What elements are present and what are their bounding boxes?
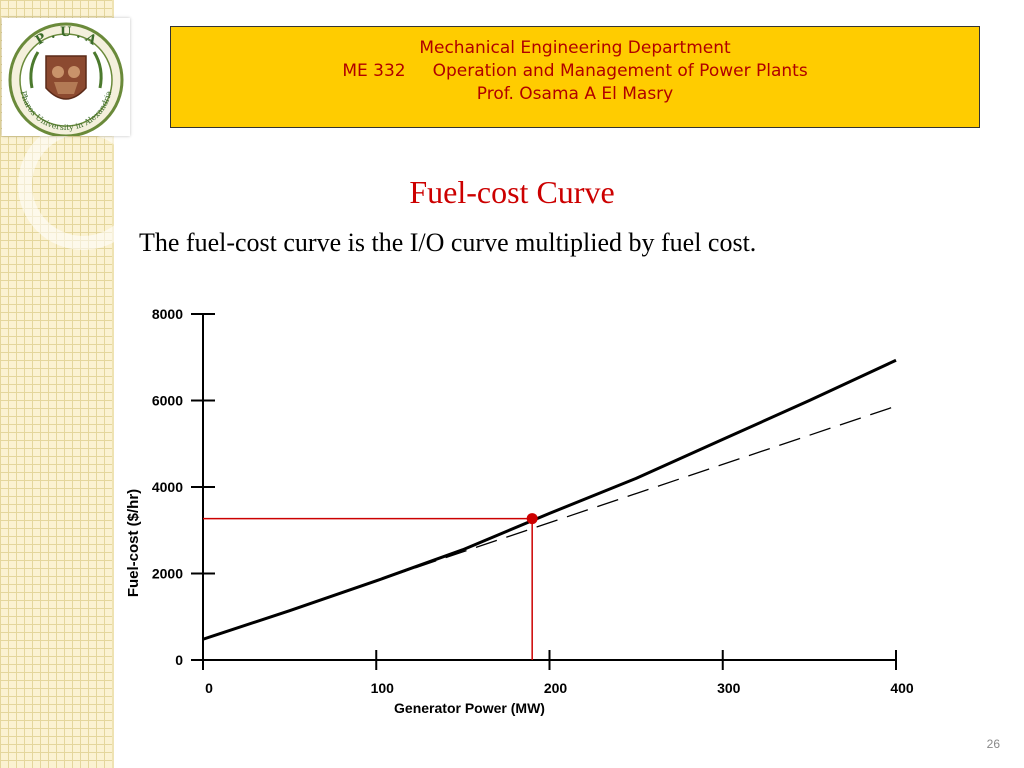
y-tick-label: 0 bbox=[175, 652, 183, 668]
course-header: Mechanical Engineering Department ME 332… bbox=[170, 26, 980, 128]
tangent-line-dashed bbox=[202, 405, 897, 640]
slide-subtitle: The fuel-cost curve is the I/O curve mul… bbox=[139, 228, 757, 257]
x-tick-label: 200 bbox=[544, 680, 568, 696]
header-course: ME 332 Operation and Management of Power… bbox=[342, 61, 808, 81]
operating-point-marker bbox=[526, 513, 538, 525]
y-axis-label: Fuel-cost ($/hr) bbox=[125, 489, 142, 597]
x-tick-label: 300 bbox=[717, 680, 741, 696]
x-tick-label: 400 bbox=[890, 680, 914, 696]
y-tick-label: 8000 bbox=[152, 306, 183, 322]
university-logo: P . U . A Pharos University in Alexandri… bbox=[2, 18, 130, 138]
x-axis-label: Generator Power (MW) bbox=[394, 700, 545, 716]
slide-number: 26 bbox=[986, 737, 1000, 751]
x-tick-label: 0 bbox=[205, 680, 213, 696]
fuel-cost-curve bbox=[202, 358, 897, 641]
strip-edge bbox=[112, 0, 114, 768]
logo-seal-icon: P . U . A Pharos University in Alexandri… bbox=[8, 22, 124, 138]
slide-title: Fuel-cost Curve bbox=[409, 174, 615, 210]
x-tick-label: 100 bbox=[371, 680, 395, 696]
header-department: Mechanical Engineering Department bbox=[419, 38, 731, 58]
y-tick-label: 4000 bbox=[152, 479, 183, 495]
y-tick-label: 2000 bbox=[152, 566, 183, 582]
y-tick-label: 6000 bbox=[152, 393, 183, 409]
header-professor: Prof. Osama A El Masry bbox=[476, 84, 674, 104]
